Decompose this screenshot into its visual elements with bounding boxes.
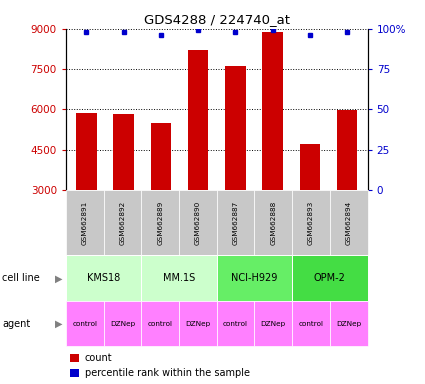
Text: GSM662893: GSM662893 [308, 200, 314, 245]
Text: control: control [72, 321, 97, 326]
Text: control: control [223, 321, 248, 326]
Text: agent: agent [2, 318, 30, 329]
Bar [337, 110, 357, 190]
Text: GSM662889: GSM662889 [157, 200, 163, 245]
Bar [76, 114, 96, 190]
Text: DZNep: DZNep [110, 321, 135, 326]
Bar [262, 32, 283, 190]
Text: ▶: ▶ [54, 318, 62, 329]
Bar [225, 66, 246, 190]
Text: GSM662888: GSM662888 [270, 200, 276, 245]
Text: GSM662894: GSM662894 [346, 200, 352, 245]
Title: GDS4288 / 224740_at: GDS4288 / 224740_at [144, 13, 290, 26]
Text: GSM662887: GSM662887 [232, 200, 238, 245]
Text: KMS18: KMS18 [87, 273, 120, 283]
Text: DZNep: DZNep [261, 321, 286, 326]
Text: control: control [147, 321, 173, 326]
Bar [300, 144, 320, 190]
Text: DZNep: DZNep [336, 321, 361, 326]
Text: ▶: ▶ [54, 273, 62, 283]
Bar [113, 114, 134, 190]
Text: GSM662892: GSM662892 [119, 200, 125, 245]
Text: count: count [85, 353, 112, 363]
Text: OPM-2: OPM-2 [314, 273, 346, 283]
Text: percentile rank within the sample: percentile rank within the sample [85, 368, 249, 378]
Bar [188, 50, 208, 190]
Bar [150, 123, 171, 190]
Text: MM.1S: MM.1S [163, 273, 195, 283]
Text: NCI-H929: NCI-H929 [231, 273, 278, 283]
Text: GSM662890: GSM662890 [195, 200, 201, 245]
Text: GSM662891: GSM662891 [82, 200, 88, 245]
Text: DZNep: DZNep [185, 321, 210, 326]
Text: control: control [298, 321, 323, 326]
Text: cell line: cell line [2, 273, 40, 283]
